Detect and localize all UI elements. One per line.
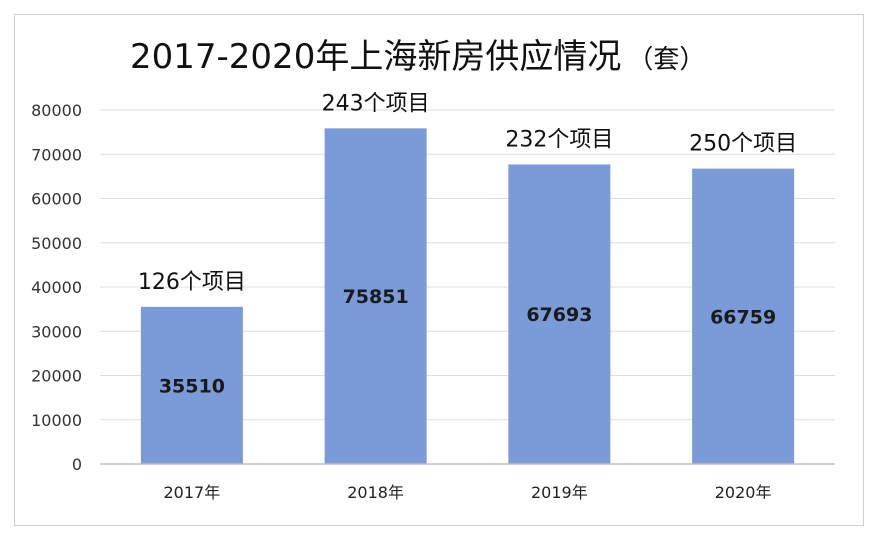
bars: 35510 126个项目 75851 243个项目 67693 232个项目 66759 25… (138, 91, 797, 465)
y-tick-label: 50000 (31, 234, 82, 253)
y-axis-ticks: 0 10000 20000 30000 40000 50000 60000 70000 8000… (31, 101, 82, 474)
bar-annotation: 126个项目 (138, 270, 246, 295)
bar-annotation: 232个项目 (505, 127, 613, 152)
x-tick-label: 2018年 (347, 483, 404, 502)
y-tick-label: 80000 (31, 101, 82, 120)
bar-2018年 (324, 128, 427, 465)
bar-value-label: 75851 (343, 286, 409, 308)
y-tick-label: 20000 (31, 367, 82, 386)
bar-value-label: 67693 (526, 304, 592, 326)
y-tick-label: 0 (72, 455, 82, 474)
bar-2017年 (140, 306, 243, 464)
bar-value-label: 35510 (159, 375, 225, 397)
x-axis-ticks: 2017年 2018年 2019年 2020年 (164, 483, 772, 502)
chart-title-unit: （套） (627, 45, 705, 75)
y-tick-label: 30000 (31, 322, 82, 341)
y-tick-label: 60000 (31, 190, 82, 209)
bar-value-label: 66759 (710, 306, 776, 328)
x-tick-label: 2017年 (164, 483, 221, 502)
bar-annotation: 250个项目 (689, 132, 797, 157)
y-tick-label: 10000 (31, 411, 82, 430)
chart-title-main: 2017-2020年上海新房供应情况 (130, 37, 621, 77)
bar-2020年 (692, 168, 795, 464)
bar-2019年 (508, 164, 611, 464)
y-tick-label: 70000 (31, 145, 82, 164)
bar-annotation: 243个项目 (322, 91, 430, 116)
chart-title: 2017-2020年上海新房供应情况 （套） (130, 37, 705, 77)
x-tick-label: 2019年 (531, 483, 588, 502)
watermark-text: 知乎 @真叫卢俊 (672, 495, 818, 519)
y-tick-label: 40000 (31, 278, 82, 297)
x-tick-label: 2020年 (715, 483, 772, 502)
